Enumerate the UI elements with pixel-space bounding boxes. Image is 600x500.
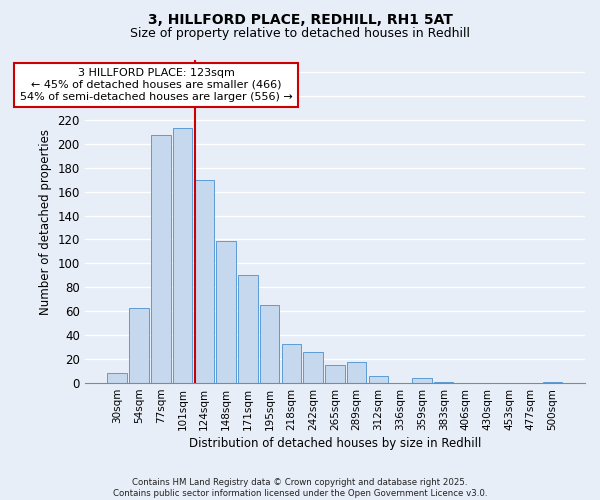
Bar — [260, 306, 280, 383]
Text: Size of property relative to detached houses in Redhill: Size of property relative to detached ho… — [130, 28, 470, 40]
Bar — [151, 136, 170, 383]
Y-axis label: Number of detached properties: Number of detached properties — [39, 128, 52, 314]
Text: 3 HILLFORD PLACE: 123sqm
← 45% of detached houses are smaller (466)
54% of semi-: 3 HILLFORD PLACE: 123sqm ← 45% of detach… — [20, 68, 293, 102]
Bar — [304, 352, 323, 383]
Text: 3, HILLFORD PLACE, REDHILL, RH1 5AT: 3, HILLFORD PLACE, REDHILL, RH1 5AT — [148, 12, 452, 26]
Bar — [238, 276, 257, 383]
Bar — [216, 240, 236, 383]
X-axis label: Distribution of detached houses by size in Redhill: Distribution of detached houses by size … — [188, 437, 481, 450]
Bar — [325, 365, 344, 383]
Bar — [412, 378, 431, 383]
Bar — [368, 376, 388, 383]
Bar — [194, 180, 214, 383]
Bar — [173, 128, 193, 383]
Bar — [281, 344, 301, 383]
Bar — [107, 374, 127, 383]
Bar — [434, 382, 454, 383]
Text: Contains HM Land Registry data © Crown copyright and database right 2025.
Contai: Contains HM Land Registry data © Crown c… — [113, 478, 487, 498]
Bar — [129, 308, 149, 383]
Bar — [347, 362, 367, 383]
Bar — [542, 382, 562, 383]
